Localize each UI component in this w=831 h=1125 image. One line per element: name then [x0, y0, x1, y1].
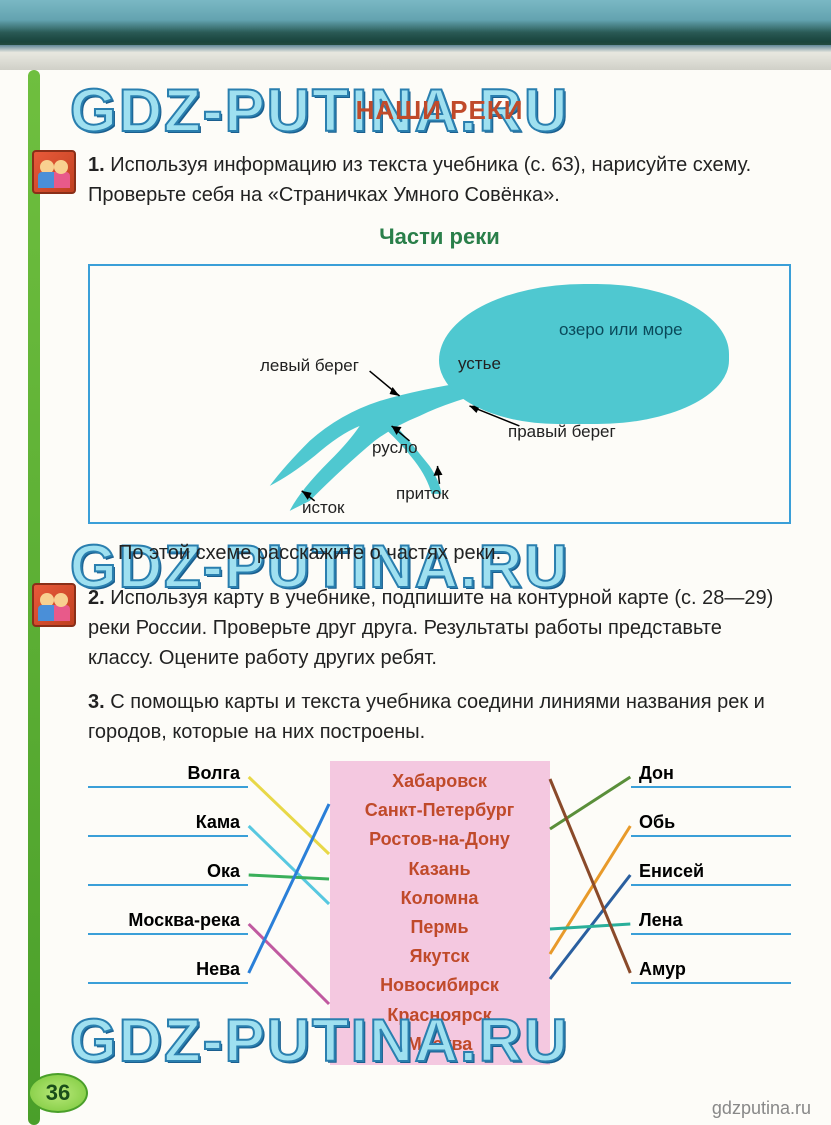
task-1-num: 1.	[88, 154, 105, 176]
pair-work-icon	[32, 150, 76, 194]
match-line	[249, 804, 329, 973]
label-tributary: приток	[396, 484, 449, 504]
label-source: исток	[302, 498, 344, 518]
label-lake: озеро или море	[559, 320, 649, 340]
task-1-text: Используя информацию из текста учебника …	[88, 154, 751, 206]
task-3: 3. С помощью карты и текста учебника сое…	[88, 687, 791, 747]
footer-url: gdzputina.ru	[712, 1098, 811, 1119]
diagram-title: Части реки	[88, 224, 791, 250]
task-1: 1. Используя информацию из текста учебни…	[88, 150, 791, 210]
label-mouth: устье	[458, 354, 501, 374]
task-3-text: С помощью карты и текста учебника соедин…	[88, 691, 765, 743]
match-lines-svg	[88, 761, 791, 1041]
match-line	[249, 875, 329, 879]
label-left-bank: левый берег	[260, 356, 359, 376]
match-line	[249, 777, 329, 854]
page-title: НАШИ РЕКИ	[88, 95, 791, 126]
content-area: НАШИ РЕКИ 1. Используя информацию из тек…	[88, 95, 791, 1041]
task-3-num: 3.	[88, 691, 105, 713]
workbook-page: GDZ-PUTINA.RU GDZ-PUTINA.RU GDZ-PUTINA.R…	[0, 0, 831, 1125]
pair-work-icon-2	[32, 583, 76, 627]
task-2-num: 2.	[88, 587, 105, 609]
label-bed: русло	[372, 438, 418, 458]
river-diagram: озеро или море левый берег устье правый …	[88, 264, 791, 524]
match-line	[249, 924, 329, 1004]
header-photo	[0, 0, 831, 70]
match-line	[550, 779, 630, 973]
match-line	[550, 777, 630, 829]
match-line	[249, 826, 329, 904]
task-2-text: Используя карту в учебнике, подпишите на…	[88, 587, 773, 669]
matching-exercise: ВолгаКамаОкаМосква-рекаНева ХабаровскСан…	[88, 761, 791, 1041]
diagram-caption: По этой схеме расскажите о частях реки.	[118, 542, 791, 565]
label-right-bank: правый берег	[508, 422, 616, 442]
page-number: 36	[28, 1073, 88, 1113]
task-2: 2. Используя карту в учебнике, подпишите…	[88, 583, 791, 673]
